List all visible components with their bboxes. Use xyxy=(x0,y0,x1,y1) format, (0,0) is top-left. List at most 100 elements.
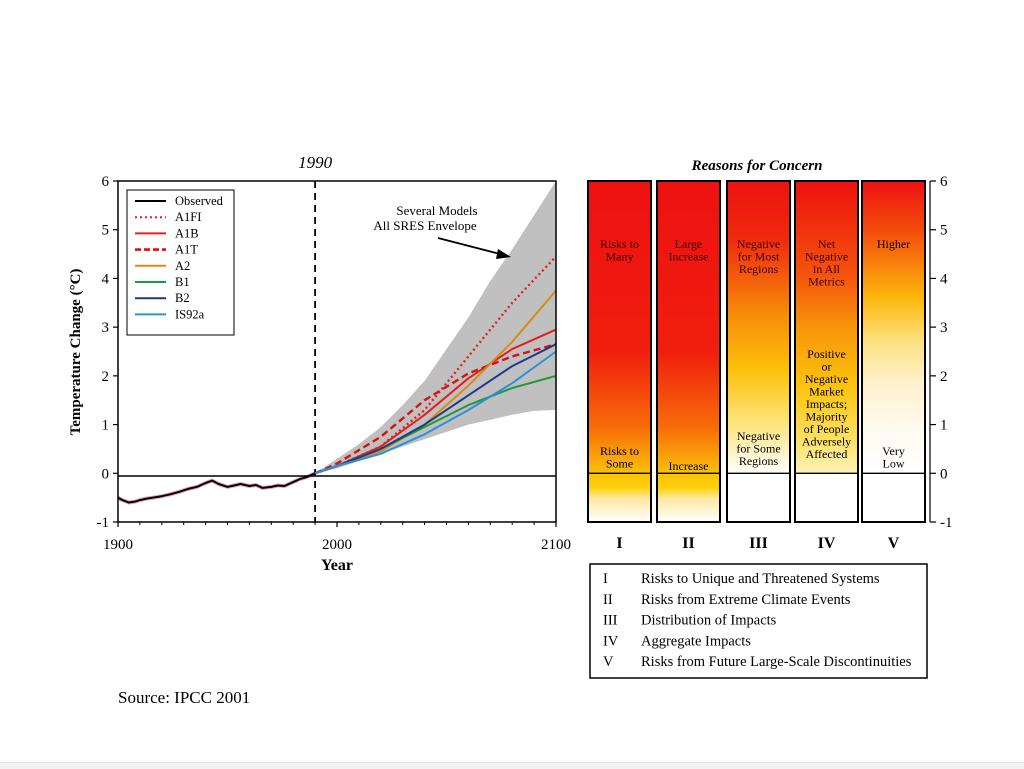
x-axis-label: Year xyxy=(321,557,353,574)
column-lower-label: Adversely xyxy=(802,435,851,449)
envelope-annotation-line-1: Several Models xyxy=(396,203,477,218)
column-gradient-fill xyxy=(588,181,651,522)
series-lines xyxy=(314,255,557,475)
column-lower-label: Majority xyxy=(806,410,848,424)
legend-label-b2: B2 xyxy=(175,291,190,305)
legend-label-is92a: IS92a xyxy=(175,307,205,321)
right-y-tick-label: 3 xyxy=(940,320,948,336)
marker-1990-label: 1990 xyxy=(298,153,333,172)
column-lower-label: Increase xyxy=(669,459,709,473)
column-gradient-fill xyxy=(862,181,925,474)
column-upper-label: Increase xyxy=(669,250,709,264)
key-row: V Risks from Future Large-Scale Discontin… xyxy=(603,654,912,670)
column-lower-label: Impacts; xyxy=(806,397,847,411)
key-numeral: V xyxy=(603,654,614,670)
column-lower-label: Negative xyxy=(737,429,780,443)
right-y-tick-label: -1 xyxy=(940,515,953,531)
column-numeral: I xyxy=(616,535,622,552)
legend: Observed A1FI A1B A1T A2 B1 B2 IS92a xyxy=(126,189,235,336)
key-table: I Risks to Unique and Threatened SystemsI… xyxy=(589,563,928,679)
column-upper-label: in All xyxy=(813,262,841,276)
column-lower-label: Negative xyxy=(805,372,848,386)
column-lower-label: Affected xyxy=(806,447,848,461)
column-frame xyxy=(726,180,791,523)
x-axis-ticks: 1900 2000 2100 xyxy=(103,522,571,553)
column-lower-label: Risks to xyxy=(600,444,639,458)
column-upper-label: Negative xyxy=(805,250,848,264)
column-upper-label: Large xyxy=(675,237,703,251)
column-numeral: II xyxy=(682,535,694,552)
key-row: I Risks to Unique and Threatened Systems xyxy=(603,571,880,587)
legend-label-a1t: A1T xyxy=(175,243,198,257)
column-upper-label: Risks to xyxy=(600,237,639,251)
panel-title: Reasons for Concern xyxy=(691,158,823,174)
key-description: Aggregate Impacts xyxy=(641,633,751,649)
column-blank-region xyxy=(727,473,790,522)
key-row: II Risks from Extreme Climate Events xyxy=(603,592,851,608)
column-upper-label: Higher xyxy=(877,237,910,251)
column-lower-label: Some xyxy=(606,457,633,471)
key-description: Risks from Future Large-Scale Discontinu… xyxy=(641,654,912,670)
y-axis-label: Temperature Change (°C) xyxy=(68,269,84,436)
right-y-tick-label: 5 xyxy=(940,223,948,239)
right-y-tick-label: 6 xyxy=(940,174,948,190)
column-frame xyxy=(861,180,926,523)
legend-label-a1b: A1B xyxy=(175,226,199,240)
column-lower-label: Regions xyxy=(739,454,779,468)
right-y-tick-label: 2 xyxy=(940,369,948,385)
column-numeral: V xyxy=(888,535,900,552)
y-tick-label: 5 xyxy=(102,223,110,239)
column-frame xyxy=(587,180,652,523)
column-upper-label: Regions xyxy=(739,262,779,276)
key-box xyxy=(589,563,928,679)
x-tick-label: 2000 xyxy=(322,537,352,553)
y-tick-label: -1 xyxy=(97,515,110,531)
source-citation: Source: IPCC 2001 xyxy=(118,688,251,707)
y-tick-label: 4 xyxy=(102,271,110,287)
y-tick-label: 6 xyxy=(102,174,110,190)
legend-label-b1: B1 xyxy=(175,275,190,289)
column-gradient-fill xyxy=(727,181,790,474)
column-upper-label: Net xyxy=(818,237,836,251)
key-numeral: I xyxy=(603,571,608,587)
annotation-arrowhead xyxy=(496,249,511,259)
column-frame xyxy=(794,180,859,523)
key-row: IV Aggregate Impacts xyxy=(603,633,751,649)
column-lower-label: Positive xyxy=(807,347,846,361)
column-lower-label: Market xyxy=(809,385,844,399)
annotation-arrow xyxy=(437,237,501,255)
key-numeral: II xyxy=(603,592,613,608)
column-upper-label: for Most xyxy=(738,250,780,264)
y-axis-ticks: -1 0 1 2 3 4 5 6 xyxy=(97,174,118,531)
key-description: Risks from Extreme Climate Events xyxy=(641,592,851,608)
series-line-is92a xyxy=(314,350,557,475)
column-blank-region xyxy=(795,473,858,522)
column-upper-label: Negative xyxy=(737,237,780,251)
legend-label-a2: A2 xyxy=(175,259,190,273)
legend-label-a1fi: A1FI xyxy=(175,210,201,224)
column-lower-label: Low xyxy=(883,457,905,471)
temperature-chart: 1990 -1 0 1 2 3 4 5 6 1900 2000 2100 Year Tempera… xyxy=(68,153,571,574)
key-numeral: III xyxy=(603,613,618,629)
sres-envelope xyxy=(315,181,556,474)
column-blank-region xyxy=(862,473,925,522)
right-y-tick-label: 4 xyxy=(940,271,948,287)
column-lower-label: of People xyxy=(804,422,850,436)
key-numeral: IV xyxy=(603,633,619,649)
column-lower-label: Very xyxy=(882,444,905,458)
right-y-axis-ticks: -1 0 1 2 3 4 5 6 xyxy=(930,174,953,531)
observed-line xyxy=(117,472,316,504)
x-tick-label: 1900 xyxy=(103,537,133,553)
y-tick-label: 3 xyxy=(102,320,110,336)
y-tick-label: 1 xyxy=(102,418,110,434)
column-lower-label: for Some xyxy=(736,442,780,456)
series-line-a1t xyxy=(314,343,557,475)
column-gradient-fill xyxy=(657,181,720,522)
series-line-a1fi xyxy=(314,255,557,475)
